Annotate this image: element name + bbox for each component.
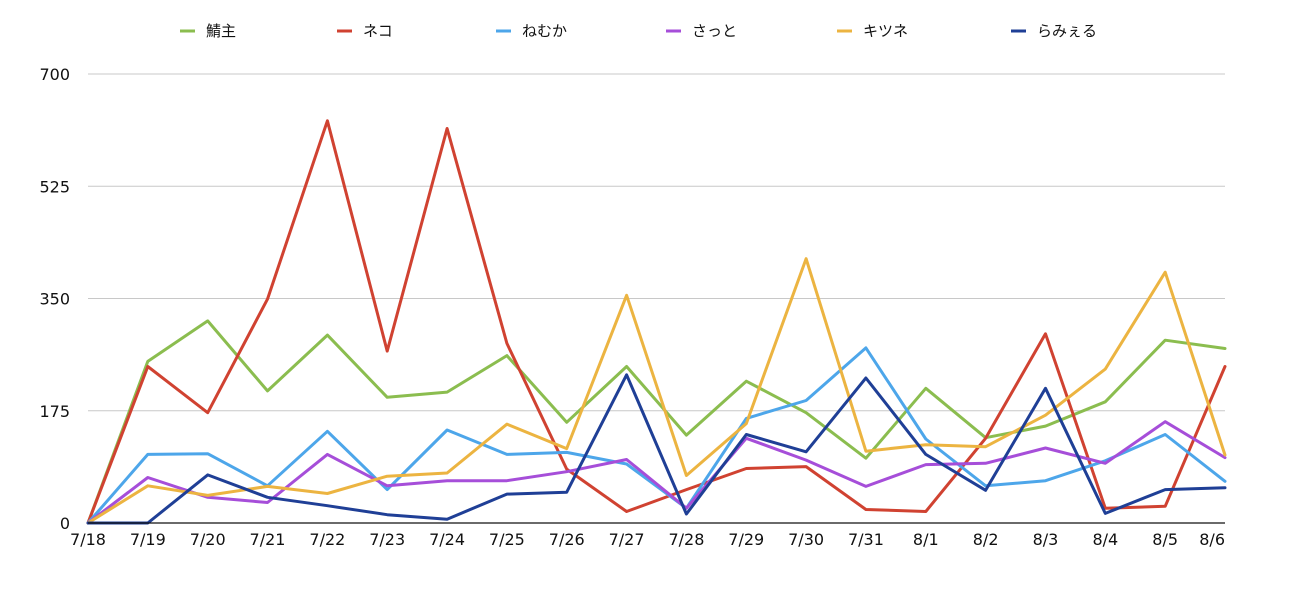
legend-label: キツネ: [863, 22, 908, 40]
x-tick-label: 7/18: [70, 530, 106, 549]
x-tick-label: 8/5: [1152, 530, 1178, 549]
x-axis-ticks: 7/18 7/19 7/20 7/21 7/22 7/23 7/24 7/25 7/26 7/27…: [70, 530, 1225, 549]
x-tick-label: 7/24: [429, 530, 465, 549]
x-tick-label: 7/25: [489, 530, 525, 549]
series-line-0: [86, 319, 1227, 525]
y-tick-label: 0: [60, 514, 70, 533]
x-tick-label: 7/22: [309, 530, 345, 549]
legend-label: らみぇる: [1037, 22, 1097, 40]
x-tick-label: 8/1: [913, 530, 939, 549]
x-tick-label: 8/2: [973, 530, 999, 549]
y-axis-ticks: 0 175 350 525 700: [39, 65, 70, 533]
y-tick-label: 700: [39, 65, 70, 84]
x-tick-label: 7/26: [549, 530, 585, 549]
x-tick-label: 7/30: [788, 530, 824, 549]
series-line-2: [86, 346, 1227, 525]
x-tick-label: 7/23: [369, 530, 405, 549]
x-tick-label: 7/21: [250, 530, 286, 549]
y-tick-label: 525: [39, 177, 70, 196]
legend-label: ネコ: [363, 22, 393, 40]
legend: 鯖主 ネコ ねむか さっと キツネ らみぇる: [180, 22, 1097, 40]
series-lines: [86, 119, 1227, 525]
x-tick-label: 7/29: [728, 530, 764, 549]
x-tick-label: 7/31: [848, 530, 884, 549]
y-tick-label: 350: [39, 290, 70, 309]
gridlines: [88, 73, 1225, 412]
x-tick-label: 8/3: [1033, 530, 1059, 549]
x-tick-label: 8/6: [1199, 530, 1225, 549]
x-tick-label: 7/19: [130, 530, 166, 549]
series-line-3: [86, 420, 1227, 525]
series-line-4: [86, 257, 1227, 525]
y-tick-label: 175: [39, 402, 70, 421]
series-line-5: [86, 373, 1227, 525]
series-line-1: [86, 119, 1227, 525]
x-tick-label: 7/20: [190, 530, 226, 549]
x-tick-label: 7/28: [668, 530, 704, 549]
x-tick-label: 8/4: [1092, 530, 1118, 549]
x-tick-label: 7/27: [609, 530, 645, 549]
legend-label: ねむか: [522, 22, 567, 40]
legend-label: さっと: [692, 22, 737, 40]
legend-label: 鯖主: [206, 22, 236, 40]
